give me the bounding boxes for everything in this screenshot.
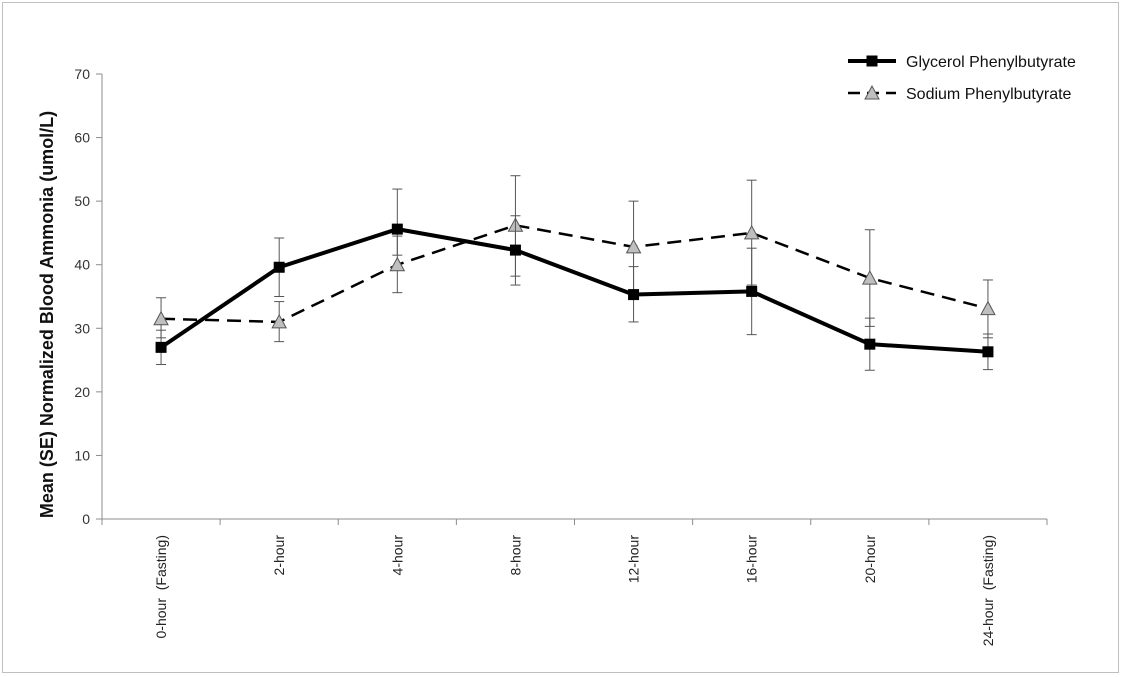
series-line — [159, 227, 989, 354]
data-point-square — [391, 223, 403, 235]
data-point-square — [746, 285, 758, 297]
data-point-square — [628, 289, 640, 301]
x-axis: 0-hour (Fasting) 2-hour 4-hour 8-hour 12-hou… — [101, 518, 1048, 646]
data-point-square — [864, 338, 876, 350]
series-sodium-phenylbutyrate — [153, 175, 996, 343]
x-category-label: 12-hour — [626, 535, 642, 584]
y-tick-label: 50 — [74, 193, 90, 209]
data-point-square — [982, 346, 994, 358]
data-point-square — [273, 261, 285, 273]
data-point-triangle — [625, 238, 642, 254]
series-glycerol-phenylbutyrate — [155, 188, 994, 371]
data-point-triangle — [389, 256, 406, 272]
x-category-label: 20-hour — [862, 535, 878, 584]
data-point-triangle — [861, 270, 878, 285]
y-tick-label: 0 — [82, 511, 90, 527]
legend-item: Sodium Phenylbutyrate — [848, 84, 1072, 103]
x-category-label: 8-hour — [507, 535, 523, 576]
y-tick-label: 60 — [74, 130, 90, 146]
legend: Glycerol Phenylbutyrate Sodium Phenylbuty… — [848, 54, 1076, 103]
data-point-triangle — [980, 300, 996, 316]
x-category-label: 4-hour — [389, 535, 405, 576]
data-point-triangle — [743, 224, 760, 240]
x-category-label: 2-hour — [271, 535, 287, 576]
data-point-triangle — [153, 310, 169, 326]
legend-item: Glycerol Phenylbutyrate — [848, 54, 1076, 71]
x-category-label: 0-hour (Fasting) — [153, 535, 169, 638]
legend-label: Sodium Phenylbutyrate — [906, 86, 1072, 103]
y-tick-label: 70 — [74, 66, 90, 82]
y-tick-label: 40 — [74, 257, 90, 273]
plot-area — [153, 175, 996, 371]
y-axis: 0 10 20 30 40 50 60 70 — [74, 66, 103, 527]
series-line — [161, 224, 989, 324]
y-tick-label: 10 — [74, 447, 90, 463]
y-axis-title: Mean (SE) Normalized Blood Ammonia (umol… — [37, 111, 57, 518]
x-category-label: 24-hour (Fasting) — [980, 535, 996, 646]
y-tick-label: 20 — [74, 384, 90, 400]
x-category-label: 16-hour — [744, 535, 760, 584]
legend-marker-square — [866, 55, 878, 67]
legend-label: Glycerol Phenylbutyrate — [906, 54, 1076, 71]
data-point-square — [509, 244, 521, 256]
data-point-triangle — [271, 313, 288, 329]
data-point-square — [155, 341, 167, 353]
y-tick-label: 30 — [74, 320, 90, 336]
legend-marker-triangle — [864, 84, 880, 100]
